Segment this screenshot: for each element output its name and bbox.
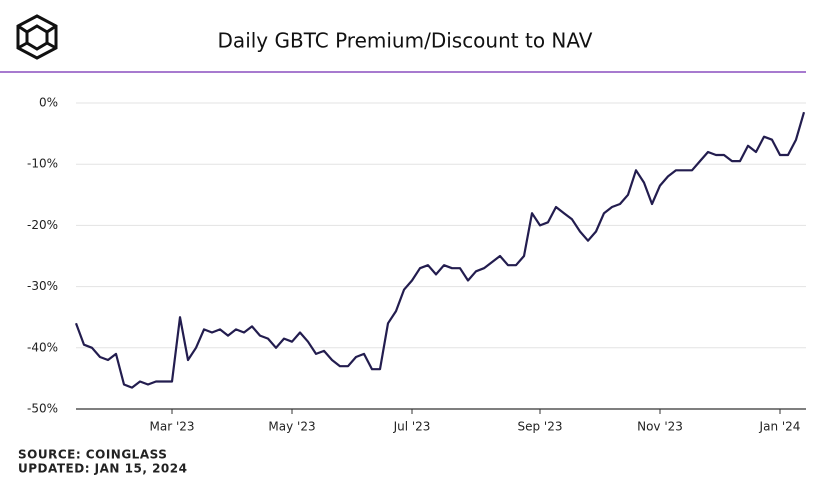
source: SOURCE: COINGLASS (18, 448, 167, 462)
x-tick-label: May '23 (268, 420, 315, 434)
y-tick-label: -40% (27, 340, 58, 354)
chart-title: Daily GBTC Premium/Discount to NAV (218, 29, 593, 53)
x-tick-label: Jul '23 (393, 420, 431, 434)
y-tick-label: -20% (27, 218, 58, 232)
x-tick-label: Sep '23 (518, 420, 563, 434)
logo (16, 14, 58, 60)
x-tick-label: Mar '23 (149, 420, 194, 434)
y-tick-label: 0% (39, 96, 58, 110)
y-tick-label: -30% (27, 279, 58, 293)
x-tick-label: Nov '23 (637, 420, 683, 434)
x-tick-label: Jan '24 (759, 420, 801, 434)
y-tick-label: -10% (27, 157, 58, 171)
y-tick-label: -50% (27, 402, 58, 416)
data-line (74, 111, 806, 389)
updated: UPDATED: JAN 15, 2024 (18, 462, 187, 476)
